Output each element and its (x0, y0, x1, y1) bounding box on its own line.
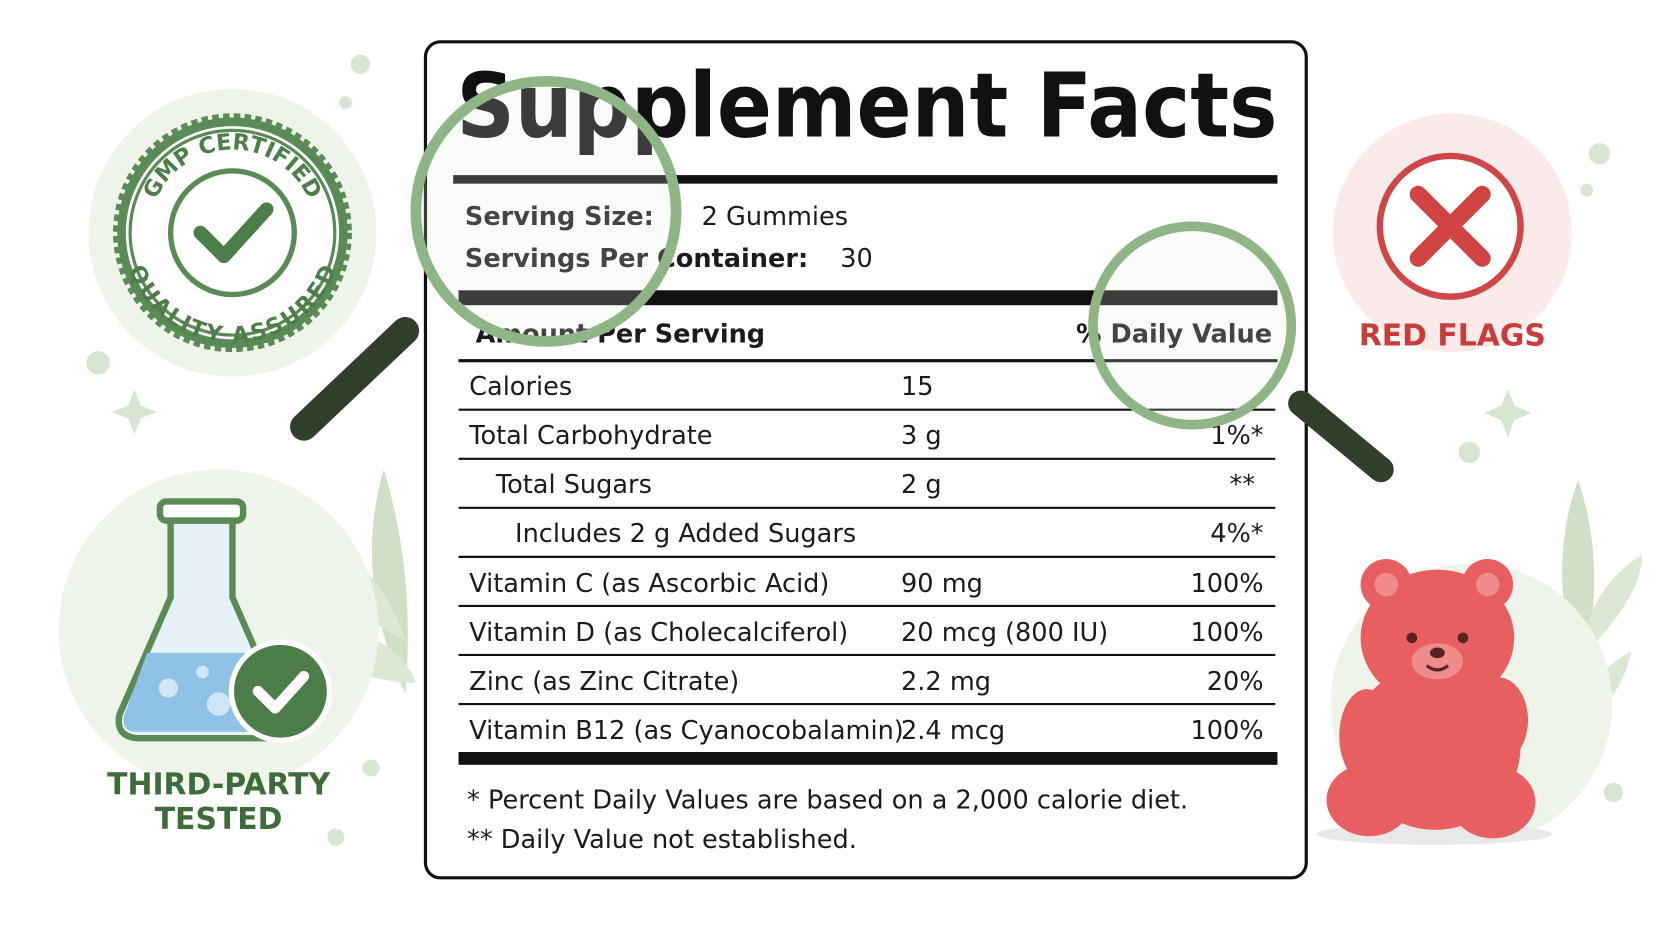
row-amount: 20 mcg (800 IU) (901, 618, 1108, 648)
red-flags-badge: RED FLAGS (1332, 113, 1572, 354)
row-name: Calories (469, 372, 572, 402)
servings-value: 30 (840, 244, 873, 274)
row-dv: 100% (1190, 569, 1263, 599)
third-party-badge: THIRD-PARTY TESTED (58, 469, 379, 837)
red-flags-text: RED FLAGS (1359, 319, 1546, 354)
label-title: Supplement Facts (456, 55, 1277, 159)
row-amount: 15 (901, 372, 934, 402)
row-amount: 3 g (901, 421, 942, 451)
row-dv: 100% (1190, 716, 1263, 746)
row-amount: 2.4 mcg (901, 716, 1005, 746)
serving-size-value: 2 Gummies (702, 202, 848, 232)
serving-size-label: Serving Size: (465, 202, 654, 232)
servings-label: Servings Per Container: (465, 244, 808, 274)
facts-label: Supplement Facts Serving Size: 2 Gummies… (423, 40, 1308, 880)
row-name: Vitamin B12 (as Cyanocobalamin) (469, 716, 904, 746)
gmp-badge: GMP CERTIFIED QUALITY ASSURED (88, 88, 377, 377)
row-dv: 100% (1190, 618, 1263, 648)
third-party-line: THIRD-PARTY (107, 768, 330, 803)
footnote: * Percent Daily Values are based on a 2,… (467, 786, 1188, 816)
row-amount: 2 g (901, 470, 942, 500)
row-name: Vitamin D (as Cholecalciferol) (469, 618, 848, 648)
row-amount: 2.2 mg (901, 667, 991, 697)
row-name: Zinc (as Zinc Citrate) (469, 667, 739, 697)
third-party-line: TESTED (155, 802, 283, 837)
header-dv: % Daily Value (1076, 320, 1272, 350)
row-dv: 4%* (1210, 519, 1264, 549)
gummy-bear (1316, 559, 1613, 845)
row-name: Vitamin C (as Ascorbic Acid) (469, 569, 829, 599)
row-name: Includes 2 g Added Sugars (515, 519, 856, 549)
magnifier (290, 75, 682, 441)
magnifier (1088, 221, 1394, 483)
footnote: ** Daily Value not established. (467, 825, 857, 855)
row-name: Total Sugars (495, 470, 652, 500)
row-name: Total Carbohydrate (468, 421, 712, 451)
row-dv: ** (1229, 470, 1255, 500)
row-amount: 90 mg (901, 569, 983, 599)
row-dv: 20% (1207, 667, 1264, 697)
